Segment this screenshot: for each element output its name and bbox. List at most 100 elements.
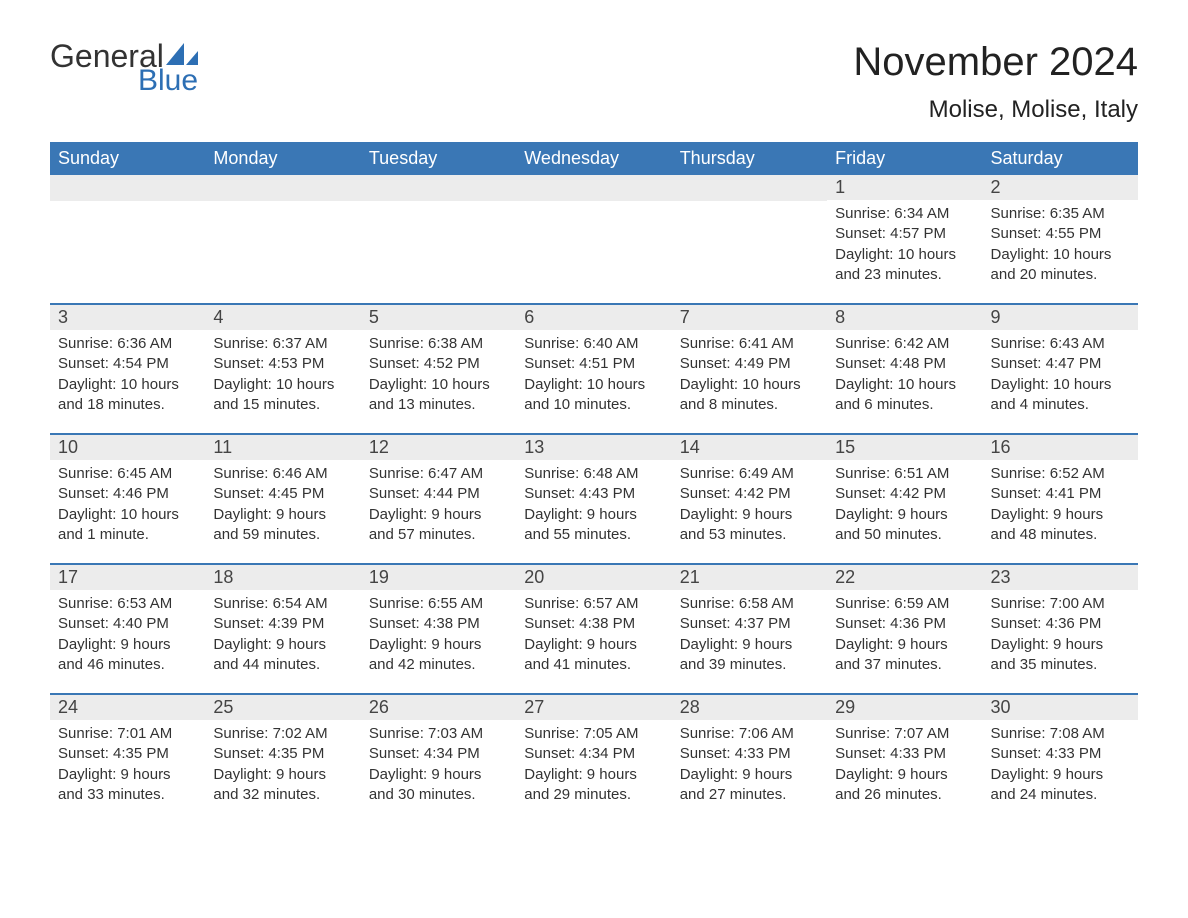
daylight-line: Daylight: 9 hours and 33 minutes. xyxy=(58,765,197,806)
day-body: Sunrise: 6:59 AMSunset: 4:36 PMDaylight:… xyxy=(827,590,982,681)
day-number: 24 xyxy=(50,695,205,720)
sunrise-line: Sunrise: 6:58 AM xyxy=(680,594,819,614)
day-body: Sunrise: 7:00 AMSunset: 4:36 PMDaylight:… xyxy=(983,590,1138,681)
day-body: Sunrise: 7:08 AMSunset: 4:33 PMDaylight:… xyxy=(983,720,1138,811)
day-number: 22 xyxy=(827,565,982,590)
sunset-line: Sunset: 4:46 PM xyxy=(58,484,197,504)
daylight-line: Daylight: 9 hours and 39 minutes. xyxy=(680,635,819,676)
day-number: 19 xyxy=(361,565,516,590)
sunrise-line: Sunrise: 6:40 AM xyxy=(524,334,663,354)
sunrise-line: Sunrise: 7:07 AM xyxy=(835,724,974,744)
sunrise-line: Sunrise: 7:01 AM xyxy=(58,724,197,744)
day-body: Sunrise: 6:34 AMSunset: 4:57 PMDaylight:… xyxy=(827,200,982,291)
sunset-line: Sunset: 4:41 PM xyxy=(991,484,1130,504)
daylight-line: Daylight: 9 hours and 37 minutes. xyxy=(835,635,974,676)
sunrise-line: Sunrise: 6:59 AM xyxy=(835,594,974,614)
sunset-line: Sunset: 4:33 PM xyxy=(680,744,819,764)
day-body: Sunrise: 6:55 AMSunset: 4:38 PMDaylight:… xyxy=(361,590,516,681)
location: Molise, Molise, Italy xyxy=(853,96,1138,124)
sunset-line: Sunset: 4:52 PM xyxy=(369,354,508,374)
sunset-line: Sunset: 4:35 PM xyxy=(213,744,352,764)
day-cell: 25Sunrise: 7:02 AMSunset: 4:35 PMDayligh… xyxy=(205,695,360,823)
week-row: 1Sunrise: 6:34 AMSunset: 4:57 PMDaylight… xyxy=(50,175,1138,303)
day-cell xyxy=(516,175,671,303)
sunset-line: Sunset: 4:39 PM xyxy=(213,614,352,634)
daylight-line: Daylight: 9 hours and 53 minutes. xyxy=(680,505,819,546)
daylight-line: Daylight: 9 hours and 42 minutes. xyxy=(369,635,508,676)
day-number: 26 xyxy=(361,695,516,720)
day-body: Sunrise: 6:54 AMSunset: 4:39 PMDaylight:… xyxy=(205,590,360,681)
day-body: Sunrise: 6:42 AMSunset: 4:48 PMDaylight:… xyxy=(827,330,982,421)
sunrise-line: Sunrise: 6:53 AM xyxy=(58,594,197,614)
day-body: Sunrise: 6:41 AMSunset: 4:49 PMDaylight:… xyxy=(672,330,827,421)
sunset-line: Sunset: 4:48 PM xyxy=(835,354,974,374)
sunset-line: Sunset: 4:34 PM xyxy=(524,744,663,764)
day-number: 8 xyxy=(827,305,982,330)
day-number: 20 xyxy=(516,565,671,590)
day-body: Sunrise: 6:36 AMSunset: 4:54 PMDaylight:… xyxy=(50,330,205,421)
sunrise-line: Sunrise: 6:41 AM xyxy=(680,334,819,354)
day-body: Sunrise: 6:49 AMSunset: 4:42 PMDaylight:… xyxy=(672,460,827,551)
sunset-line: Sunset: 4:47 PM xyxy=(991,354,1130,374)
daylight-line: Daylight: 9 hours and 35 minutes. xyxy=(991,635,1130,676)
logo: General Blue xyxy=(50,40,200,96)
day-cell: 16Sunrise: 6:52 AMSunset: 4:41 PMDayligh… xyxy=(983,435,1138,563)
day-body: Sunrise: 6:35 AMSunset: 4:55 PMDaylight:… xyxy=(983,200,1138,291)
sunrise-line: Sunrise: 6:42 AM xyxy=(835,334,974,354)
daylight-line: Daylight: 9 hours and 24 minutes. xyxy=(991,765,1130,806)
day-number: 7 xyxy=(672,305,827,330)
day-number xyxy=(672,175,827,201)
sunrise-line: Sunrise: 6:48 AM xyxy=(524,464,663,484)
day-body: Sunrise: 6:37 AMSunset: 4:53 PMDaylight:… xyxy=(205,330,360,421)
sunset-line: Sunset: 4:42 PM xyxy=(680,484,819,504)
sunset-line: Sunset: 4:37 PM xyxy=(680,614,819,634)
day-body: Sunrise: 6:52 AMSunset: 4:41 PMDaylight:… xyxy=(983,460,1138,551)
day-body: Sunrise: 6:45 AMSunset: 4:46 PMDaylight:… xyxy=(50,460,205,551)
sunrise-line: Sunrise: 6:52 AM xyxy=(991,464,1130,484)
week-row: 3Sunrise: 6:36 AMSunset: 4:54 PMDaylight… xyxy=(50,303,1138,433)
sunrise-line: Sunrise: 6:54 AM xyxy=(213,594,352,614)
day-number: 5 xyxy=(361,305,516,330)
weekday-cell: Sunday xyxy=(50,142,205,175)
sunset-line: Sunset: 4:42 PM xyxy=(835,484,974,504)
daylight-line: Daylight: 9 hours and 30 minutes. xyxy=(369,765,508,806)
day-body: Sunrise: 6:48 AMSunset: 4:43 PMDaylight:… xyxy=(516,460,671,551)
day-cell: 1Sunrise: 6:34 AMSunset: 4:57 PMDaylight… xyxy=(827,175,982,303)
day-number: 6 xyxy=(516,305,671,330)
day-body: Sunrise: 6:43 AMSunset: 4:47 PMDaylight:… xyxy=(983,330,1138,421)
day-number: 14 xyxy=(672,435,827,460)
day-body: Sunrise: 6:51 AMSunset: 4:42 PMDaylight:… xyxy=(827,460,982,551)
day-cell: 11Sunrise: 6:46 AMSunset: 4:45 PMDayligh… xyxy=(205,435,360,563)
day-cell: 8Sunrise: 6:42 AMSunset: 4:48 PMDaylight… xyxy=(827,305,982,433)
sunrise-line: Sunrise: 6:49 AM xyxy=(680,464,819,484)
day-number: 16 xyxy=(983,435,1138,460)
sunset-line: Sunset: 4:55 PM xyxy=(991,224,1130,244)
daylight-line: Daylight: 9 hours and 57 minutes. xyxy=(369,505,508,546)
day-cell: 2Sunrise: 6:35 AMSunset: 4:55 PMDaylight… xyxy=(983,175,1138,303)
day-number: 17 xyxy=(50,565,205,590)
title-block: November 2024 Molise, Molise, Italy xyxy=(853,40,1138,124)
sunset-line: Sunset: 4:35 PM xyxy=(58,744,197,764)
day-cell xyxy=(50,175,205,303)
day-cell: 5Sunrise: 6:38 AMSunset: 4:52 PMDaylight… xyxy=(361,305,516,433)
day-body: Sunrise: 7:02 AMSunset: 4:35 PMDaylight:… xyxy=(205,720,360,811)
sunrise-line: Sunrise: 7:03 AM xyxy=(369,724,508,744)
day-number: 25 xyxy=(205,695,360,720)
sunset-line: Sunset: 4:51 PM xyxy=(524,354,663,374)
day-cell: 9Sunrise: 6:43 AMSunset: 4:47 PMDaylight… xyxy=(983,305,1138,433)
logo-text-blue: Blue xyxy=(138,66,200,96)
day-cell: 28Sunrise: 7:06 AMSunset: 4:33 PMDayligh… xyxy=(672,695,827,823)
day-body: Sunrise: 6:57 AMSunset: 4:38 PMDaylight:… xyxy=(516,590,671,681)
day-cell: 7Sunrise: 6:41 AMSunset: 4:49 PMDaylight… xyxy=(672,305,827,433)
week-row: 24Sunrise: 7:01 AMSunset: 4:35 PMDayligh… xyxy=(50,693,1138,823)
day-number xyxy=(516,175,671,201)
sunrise-line: Sunrise: 6:47 AM xyxy=(369,464,508,484)
day-cell: 17Sunrise: 6:53 AMSunset: 4:40 PMDayligh… xyxy=(50,565,205,693)
day-number: 11 xyxy=(205,435,360,460)
day-cell: 22Sunrise: 6:59 AMSunset: 4:36 PMDayligh… xyxy=(827,565,982,693)
day-body: Sunrise: 7:06 AMSunset: 4:33 PMDaylight:… xyxy=(672,720,827,811)
daylight-line: Daylight: 9 hours and 26 minutes. xyxy=(835,765,974,806)
weekday-header: SundayMondayTuesdayWednesdayThursdayFrid… xyxy=(50,142,1138,175)
daylight-line: Daylight: 10 hours and 13 minutes. xyxy=(369,375,508,416)
weekday-cell: Tuesday xyxy=(361,142,516,175)
